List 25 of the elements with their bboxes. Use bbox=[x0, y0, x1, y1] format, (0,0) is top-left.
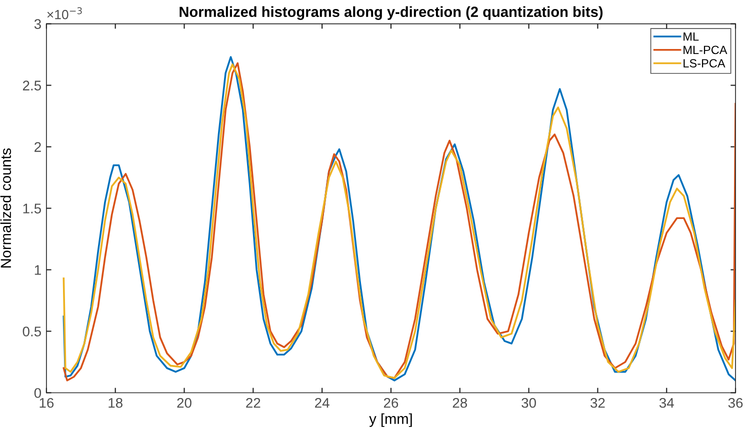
y-tick-label: 1.5 bbox=[23, 204, 41, 214]
y-tick-label: 2 bbox=[34, 142, 41, 152]
chart-title: Normalized histograms along y-direction (2 quantization bits) bbox=[180, 6, 603, 20]
legend-label: LS-PCA bbox=[684, 59, 726, 68]
text: ×10$^{−3}$ bbox=[47, 7, 82, 20]
x-tick-label: 24 bbox=[315, 398, 330, 408]
x-tick-label: 20 bbox=[177, 398, 192, 408]
x-tick-label: 36 bbox=[728, 398, 743, 408]
x-tick-label: 22 bbox=[246, 398, 260, 408]
y-tick-label: 0 bbox=[34, 388, 42, 398]
x-tick-label: 26 bbox=[384, 398, 398, 408]
y-tick-label: 3 bbox=[34, 19, 41, 29]
x-tick-label: 30 bbox=[522, 398, 536, 408]
y-tick-label: 1 bbox=[34, 265, 41, 275]
y-tick-label: 0.5 bbox=[22, 326, 41, 336]
legend-label: ML-PCA bbox=[684, 46, 728, 54]
legend-label: ML bbox=[684, 32, 699, 41]
x-axis-title: y [mm] bbox=[369, 413, 412, 427]
y-axis-title: Normalized counts bbox=[0, 148, 12, 268]
x-tick-label: 34 bbox=[659, 398, 674, 408]
x-tick-label: 16 bbox=[40, 398, 54, 408]
y-tick-label: 2.5 bbox=[22, 80, 41, 90]
x-tick-label: 28 bbox=[452, 398, 468, 408]
x-tick-label: 32 bbox=[590, 398, 605, 408]
x-tick-label: 18 bbox=[108, 398, 122, 408]
